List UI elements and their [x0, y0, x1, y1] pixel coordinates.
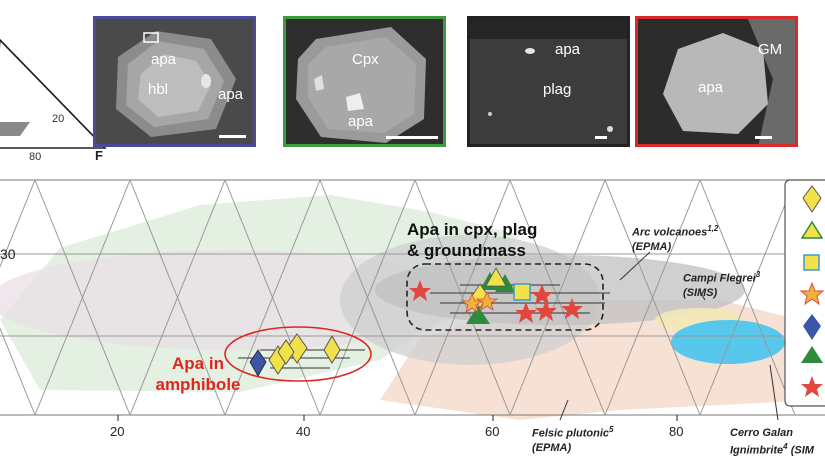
yellow-square-icon	[803, 254, 820, 271]
red-star-icon	[801, 376, 823, 397]
cpx-group-outline	[406, 263, 604, 331]
grid-lines	[0, 179, 825, 416]
bse-panel-gm: GM apa	[635, 16, 798, 147]
bse-panel-plag: apa plag	[467, 16, 630, 147]
x-tick-40: 40	[296, 424, 311, 439]
ternary-vertex-f: F	[95, 148, 103, 163]
amphibole-title: Apa in amphibole	[155, 354, 241, 394]
campi-flegrei-label: Campi Flegrei3 (SIMS)	[683, 270, 761, 299]
scale-bar	[219, 135, 246, 138]
orange-star-icon	[799, 281, 825, 306]
cpx-points	[409, 267, 583, 324]
amphibole-points	[249, 333, 341, 377]
blue-diamond-marker	[249, 349, 267, 377]
yellow-diamond-marker	[277, 339, 295, 365]
orange-star-marker	[460, 292, 484, 313]
label-apa: apa	[348, 113, 374, 130]
yellow-diamond-marker	[323, 334, 341, 364]
label-hbl: hbl	[148, 81, 169, 98]
yellow-diamond-marker	[286, 333, 308, 364]
blue-diamond-icon	[803, 314, 821, 340]
felsic-plutonic-label: Felsic plutonic5 (EPMA)	[532, 425, 614, 454]
ternary-tick-80: 80	[29, 151, 42, 163]
red-star-marker	[535, 300, 557, 321]
label-apa-right: apa	[218, 86, 244, 103]
red-star-marker	[515, 302, 537, 323]
leader-felsic	[559, 399, 569, 421]
label-apa-top: apa	[151, 51, 177, 68]
scale-bar	[755, 136, 772, 139]
ternary-tick-20: 20	[52, 113, 65, 125]
cerro-galan-label: Cerro Galan Ignimbrite4 (SIM	[730, 427, 814, 457]
yellow-triangle-marker	[485, 267, 507, 287]
bse-panel-cpx: Cpx apa	[283, 16, 446, 147]
label-gm: GM	[758, 41, 783, 58]
green-triangle-marker	[466, 306, 490, 324]
x-tick-20: 20	[110, 424, 125, 439]
bse-panel-hbl: apa hbl apa	[93, 16, 256, 147]
left-tick-label: 30	[0, 246, 16, 262]
arc-volcanoes-label: Arc volcanoes1,2 (EPMA)	[632, 224, 719, 253]
tick-marks	[117, 415, 678, 421]
leader-arc	[619, 251, 651, 281]
label-apa: apa	[555, 41, 581, 58]
ternary-field	[0, 122, 30, 136]
scale-bar	[386, 136, 438, 139]
x-tick-60: 60	[485, 424, 500, 439]
yellow-diamond-icon	[802, 185, 822, 213]
x-tick-80: 80	[669, 424, 684, 439]
star-marker	[409, 280, 431, 301]
scale-bar	[595, 136, 607, 139]
label-cpx: Cpx	[352, 51, 379, 68]
label-apa: apa	[698, 79, 724, 96]
amphibole-outline	[224, 326, 372, 382]
red-star-marker	[531, 284, 553, 305]
legend-box	[784, 179, 825, 407]
yellow-square-marker	[513, 283, 531, 301]
red-star-marker	[561, 298, 583, 319]
green-triangle-icon	[801, 346, 823, 363]
green-triangle-marker	[495, 274, 515, 292]
label-plag: plag	[543, 81, 572, 98]
leader-campi	[699, 291, 706, 301]
ternary-inset	[0, 38, 107, 149]
cpx-title: Apa in cpx, plag & groundmass	[407, 220, 538, 260]
orange-star-marker	[475, 290, 499, 311]
leader-cerro	[769, 364, 779, 421]
yellow-triangle-icon	[800, 220, 824, 239]
